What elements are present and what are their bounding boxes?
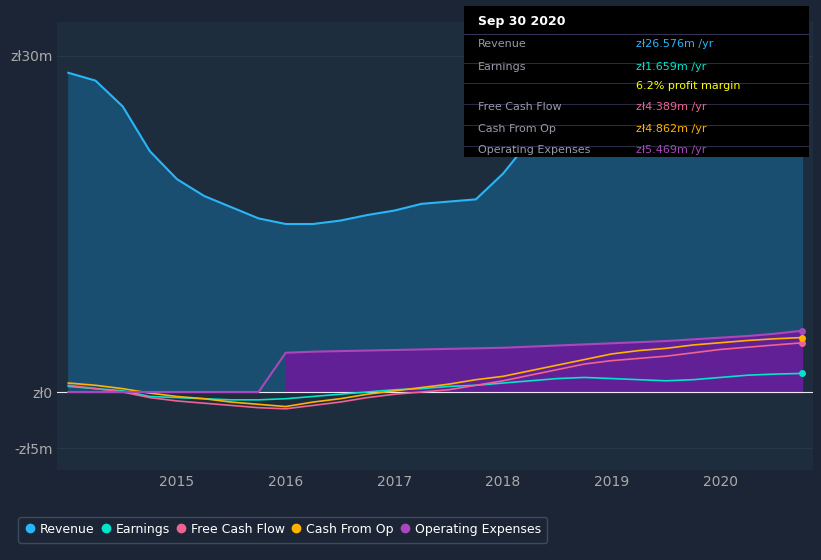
Text: zł4.389m /yr: zł4.389m /yr: [636, 102, 707, 113]
Text: Cash From Op: Cash From Op: [478, 124, 556, 133]
Legend: Revenue, Earnings, Free Cash Flow, Cash From Op, Operating Expenses: Revenue, Earnings, Free Cash Flow, Cash …: [18, 517, 548, 543]
Text: Revenue: Revenue: [478, 39, 526, 49]
Text: zł1.659m /yr: zł1.659m /yr: [636, 62, 707, 72]
Text: zł4.862m /yr: zł4.862m /yr: [636, 124, 707, 133]
Text: Free Cash Flow: Free Cash Flow: [478, 102, 562, 113]
Text: Operating Expenses: Operating Expenses: [478, 144, 590, 155]
Text: Earnings: Earnings: [478, 62, 526, 72]
Text: 6.2% profit margin: 6.2% profit margin: [636, 81, 741, 91]
Text: Sep 30 2020: Sep 30 2020: [478, 15, 565, 27]
Text: zł26.576m /yr: zł26.576m /yr: [636, 39, 713, 49]
Text: zł5.469m /yr: zł5.469m /yr: [636, 144, 707, 155]
